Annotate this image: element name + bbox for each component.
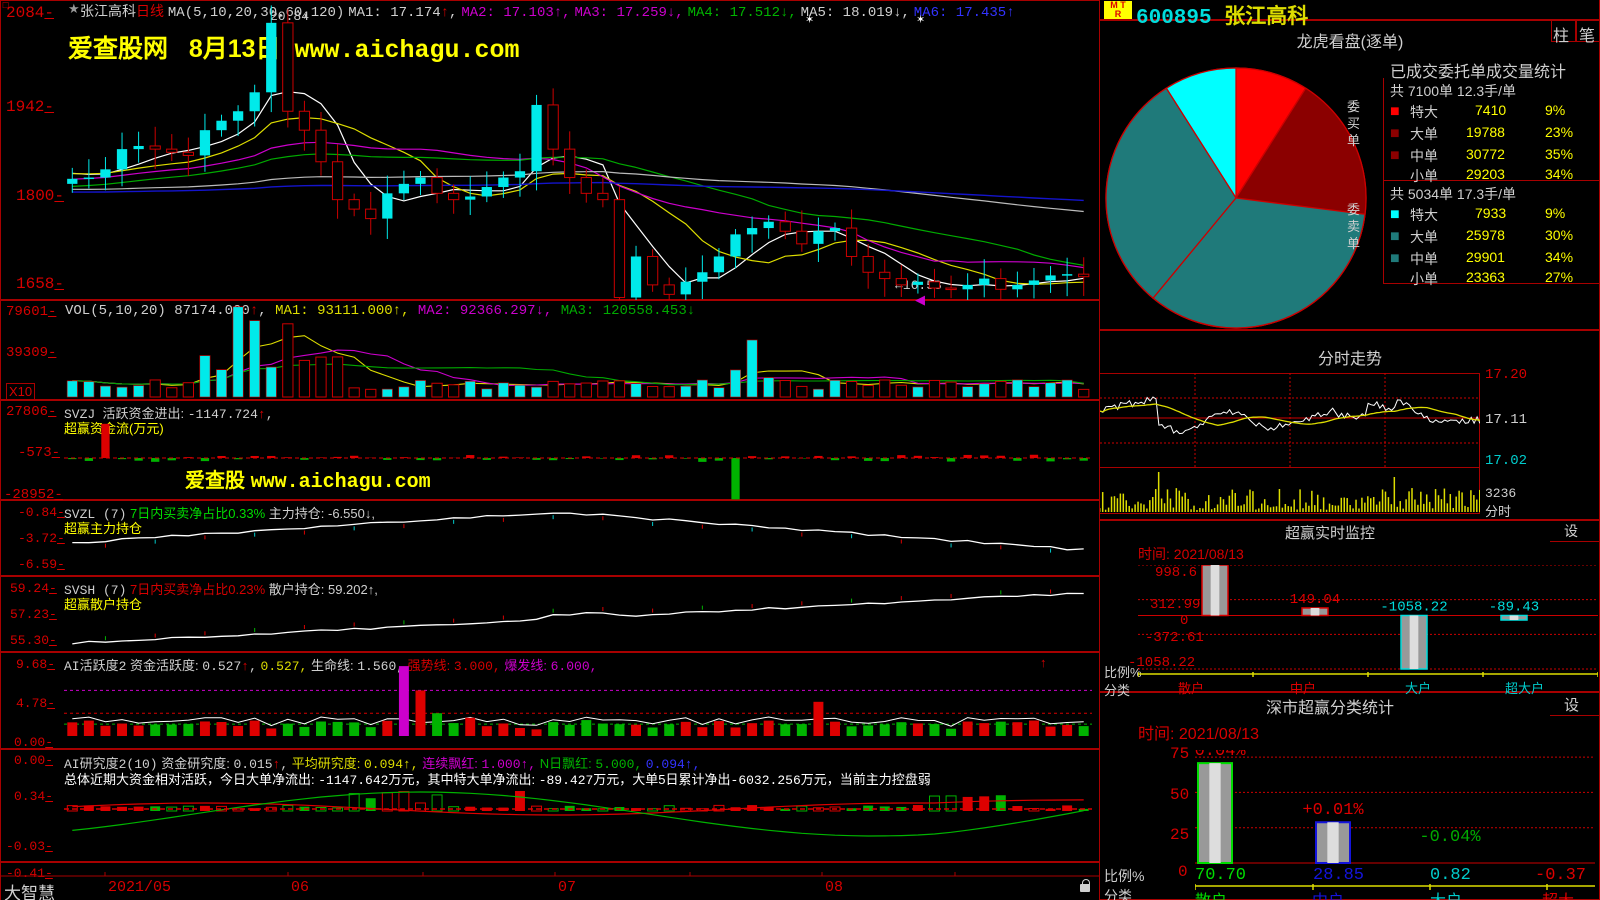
svg-text:+0.04%: +0.04% (1195, 750, 1246, 761)
svg-text:+0.01%: +0.01% (1302, 801, 1364, 820)
svg-text:149.04: 149.04 (1290, 592, 1340, 608)
svg-text:-1058.22: -1058.22 (1380, 599, 1447, 615)
svg-text:-89.43: -89.43 (1489, 599, 1539, 615)
svg-text:-0.04%: -0.04% (1419, 828, 1481, 847)
